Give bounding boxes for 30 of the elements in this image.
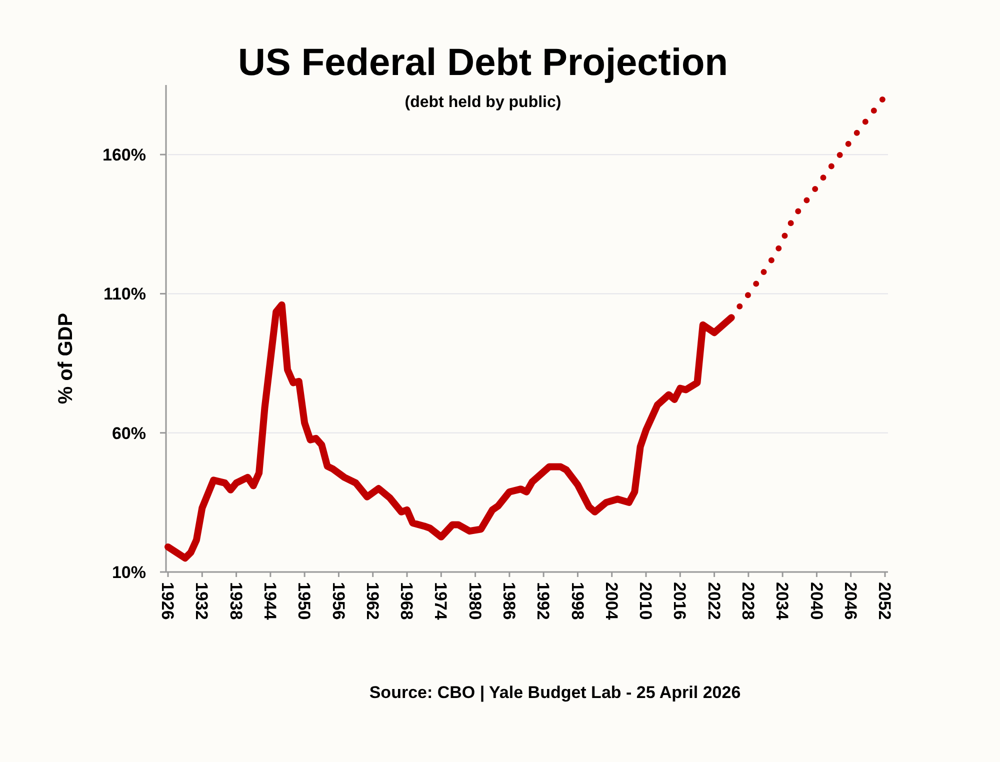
x-tick-label: 2052 [875,582,894,620]
source-note: Source: CBO | Yale Budget Lab - 25 April 2026 [369,683,741,702]
y-tick-label: 160% [102,146,146,165]
chart-title: US Federal Debt Projection [238,42,728,84]
x-tick-label: 1998 [568,582,587,620]
x-tick-label: 2028 [738,582,758,620]
x-tick-label: 1944 [260,582,280,620]
x-tick-label: 1986 [499,582,518,620]
x-tick-label: 1974 [431,582,450,620]
y-tick-label: 110% [103,284,146,304]
y-tick-label: 60% [112,424,146,443]
x-tick-label: 1962 [362,582,382,620]
x-tick-label: 2040 [806,582,826,620]
x-tick-label: 1938 [226,582,246,620]
x-tick-label: 2046 [840,582,860,620]
x-tick-label: 1950 [294,582,314,620]
x-tick-label: 2022 [704,582,724,620]
x-tick-label: 2034 [772,582,792,620]
text: (debt held by public) [404,94,562,111]
x-tick-label: 2004 [602,582,621,620]
x-tick-label: 1968 [397,582,416,620]
x-tick-label: 2010 [636,582,656,620]
x-tick-label: 1926 [158,582,178,620]
x-tick-label: 1992 [534,582,553,620]
y-tick-label: 10% [112,562,146,582]
y-axis-title: % of GDP [55,312,77,404]
x-tick-label: 1932 [192,582,212,620]
x-tick-label: 2016 [670,582,690,620]
x-tick-label: 1956 [328,582,348,620]
x-tick-label: 1980 [465,582,484,620]
